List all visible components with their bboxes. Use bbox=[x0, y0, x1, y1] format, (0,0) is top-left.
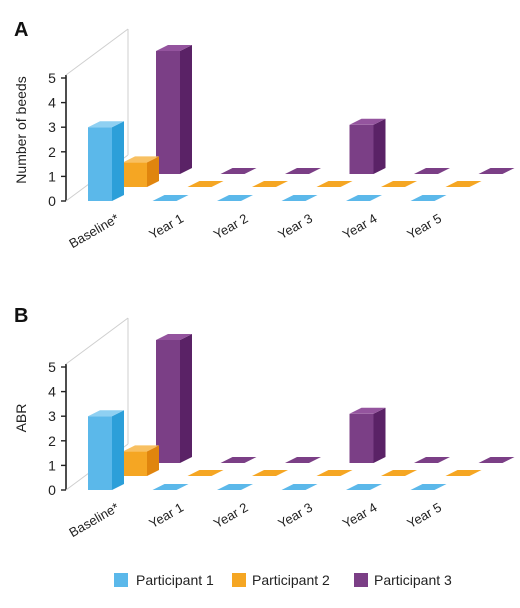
bar-participant-3 bbox=[414, 457, 450, 463]
legend-label-participant-3: Participant 3 bbox=[374, 572, 452, 588]
x-tick-label: Year 1 bbox=[146, 500, 186, 532]
y-tick-label: 2 bbox=[48, 144, 56, 160]
bar-participant-2 bbox=[252, 181, 288, 187]
x-tick-label: Year 2 bbox=[211, 211, 251, 243]
bar-participant-3 bbox=[220, 168, 257, 174]
legend-label-participant-2: Participant 2 bbox=[252, 572, 330, 588]
bar-participant-2 bbox=[187, 181, 224, 187]
y-tick-label: 4 bbox=[48, 384, 56, 400]
bar-participant-3 bbox=[156, 45, 192, 174]
bar-participant-2 bbox=[123, 445, 159, 476]
panel-a-letter: A bbox=[14, 19, 28, 41]
x-tick-label: Year 4 bbox=[340, 500, 380, 532]
y-axis-title: ABR bbox=[13, 404, 29, 433]
gridline-top-depth bbox=[65, 28, 129, 76]
bar-participant-3 bbox=[414, 168, 450, 174]
x-tick-label: Year 3 bbox=[275, 500, 315, 532]
y-tick-label: 3 bbox=[48, 119, 56, 135]
bar-participant-1 bbox=[152, 484, 189, 490]
bar-participant-2 bbox=[123, 156, 159, 187]
gridline-top-depth bbox=[65, 317, 129, 365]
x-tick-label: Year 1 bbox=[146, 211, 186, 243]
x-tick-label: Year 5 bbox=[404, 211, 444, 243]
bar-participant-1 bbox=[346, 195, 382, 201]
y-axis-title: Number of beeds bbox=[13, 76, 29, 183]
bar-participant-1 bbox=[88, 121, 124, 201]
bar-participant-3 bbox=[349, 407, 386, 463]
y-tick-label: 0 bbox=[48, 482, 56, 498]
bar-participant-2 bbox=[381, 470, 417, 476]
bar-participant-3 bbox=[285, 457, 321, 463]
bar-participant-1 bbox=[281, 195, 318, 201]
y-tick-label: 0 bbox=[48, 193, 56, 209]
bar-participant-1 bbox=[88, 410, 124, 490]
legend: Participant 1 Participant 2 Participant … bbox=[114, 572, 452, 588]
bar-participant-2 bbox=[316, 470, 353, 476]
x-tick-label: Year 5 bbox=[404, 500, 444, 532]
bar-participant-3 bbox=[285, 168, 321, 174]
panel-b-letter: B bbox=[14, 305, 28, 327]
legend-swatch-participant-1 bbox=[114, 573, 128, 587]
bar-participant-1 bbox=[281, 484, 318, 490]
bar-participant-1 bbox=[152, 195, 189, 201]
bar-participant-1 bbox=[410, 195, 447, 201]
bar-participant-1 bbox=[217, 484, 253, 490]
legend-label-participant-1: Participant 1 bbox=[136, 572, 214, 588]
bar-participant-2 bbox=[187, 470, 224, 476]
x-tick-label: Year 4 bbox=[340, 211, 380, 243]
bar-participant-3 bbox=[156, 334, 192, 463]
x-tick-label: Year 2 bbox=[211, 500, 251, 532]
y-tick-label: 4 bbox=[48, 95, 56, 111]
bar-participant-3 bbox=[220, 457, 257, 463]
bar-participant-2 bbox=[445, 470, 482, 476]
y-tick-label: 2 bbox=[48, 433, 56, 449]
bar-participant-3 bbox=[478, 168, 515, 174]
bar-participant-1 bbox=[217, 195, 253, 201]
y-tick-label: 1 bbox=[48, 457, 56, 473]
bar-participant-1 bbox=[346, 484, 382, 490]
y-tick-label: 1 bbox=[48, 168, 56, 184]
x-tick-label: Baseline* bbox=[66, 500, 121, 540]
bar-participant-3 bbox=[478, 457, 515, 463]
bar-participant-3 bbox=[349, 118, 386, 174]
bar-participant-2 bbox=[445, 181, 482, 187]
legend-swatch-participant-3 bbox=[354, 573, 368, 587]
panel-b: B 0 1 2 3 4 5 ABR Baseline* Year 1 Year 2 Year 3 Ye… bbox=[13, 305, 515, 540]
bar-participant-2 bbox=[381, 181, 417, 187]
bar-participant-2 bbox=[316, 181, 353, 187]
bar-participant-2 bbox=[252, 470, 288, 476]
panel-a: A 0 1 2 3 4 5 Number of beeds Baseline* Year 1 Ye… bbox=[13, 19, 515, 251]
x-tick-label: Baseline* bbox=[66, 211, 121, 251]
legend-swatch-participant-2 bbox=[232, 573, 246, 587]
y-tick-label: 3 bbox=[48, 408, 56, 424]
x-tick-label: Year 3 bbox=[275, 211, 315, 243]
y-tick-label: 5 bbox=[48, 70, 56, 86]
bar-participant-1 bbox=[410, 484, 447, 490]
y-tick-label: 5 bbox=[48, 359, 56, 375]
